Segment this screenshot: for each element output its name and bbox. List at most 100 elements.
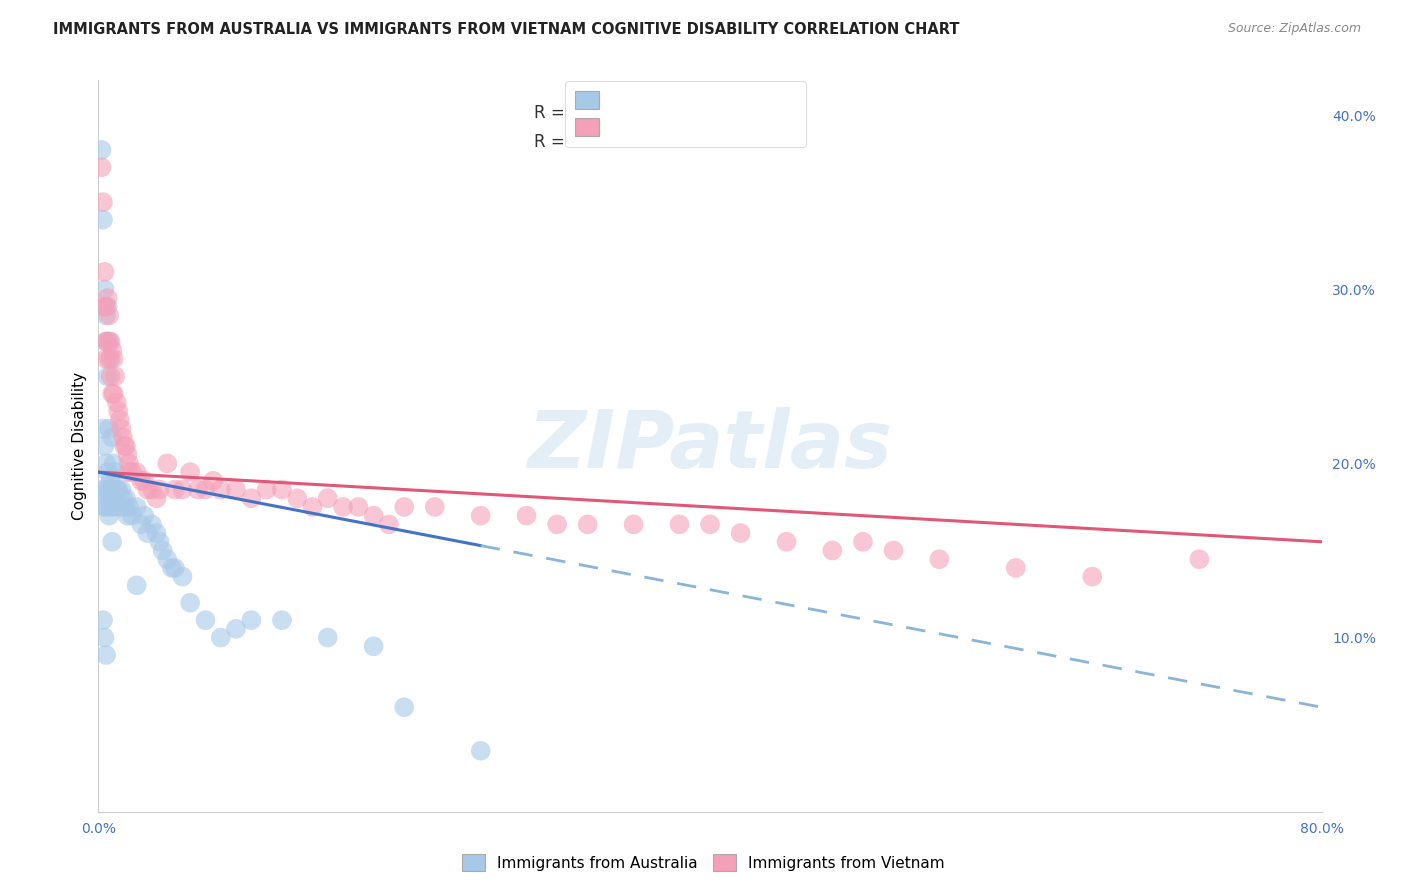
Point xyxy=(240,491,263,506)
Point xyxy=(117,508,139,523)
Point xyxy=(363,640,385,654)
Point xyxy=(240,613,263,627)
Point xyxy=(118,465,141,479)
Point xyxy=(928,552,950,566)
Point xyxy=(93,300,115,314)
Point xyxy=(129,517,152,532)
Point xyxy=(145,491,167,506)
Point xyxy=(110,421,132,435)
Point xyxy=(93,631,115,645)
Text: N =: N = xyxy=(666,104,718,122)
Point xyxy=(101,386,124,401)
Point xyxy=(270,613,292,627)
Point xyxy=(91,613,114,627)
Point xyxy=(93,282,115,296)
Point xyxy=(100,351,122,366)
Point xyxy=(270,483,292,497)
Point xyxy=(111,491,134,506)
Text: -0.123: -0.123 xyxy=(598,133,651,151)
Point xyxy=(97,465,120,479)
Point xyxy=(91,195,114,210)
Point xyxy=(378,517,401,532)
Text: Source: ZipAtlas.com: Source: ZipAtlas.com xyxy=(1227,22,1361,36)
Point xyxy=(179,596,201,610)
Point xyxy=(118,500,141,514)
Point xyxy=(194,613,217,627)
Point xyxy=(163,483,186,497)
Point xyxy=(225,622,247,636)
Point xyxy=(104,465,127,479)
Point xyxy=(98,351,121,366)
Text: 73: 73 xyxy=(744,133,765,151)
Point xyxy=(125,500,148,514)
Point xyxy=(316,491,339,506)
Point xyxy=(97,291,120,305)
Point xyxy=(112,439,135,453)
Point xyxy=(94,334,117,349)
Point xyxy=(90,143,112,157)
Text: N =: N = xyxy=(666,133,718,151)
Point xyxy=(209,631,232,645)
Point xyxy=(112,500,135,514)
Point xyxy=(623,517,645,532)
Point xyxy=(93,265,115,279)
Point xyxy=(149,534,172,549)
Point xyxy=(163,561,186,575)
Point xyxy=(100,334,122,349)
Point xyxy=(1004,561,1026,575)
Point xyxy=(149,483,172,497)
Point xyxy=(172,483,194,497)
Point xyxy=(202,474,225,488)
Text: ZIPatlas: ZIPatlas xyxy=(527,407,893,485)
Point xyxy=(775,534,797,549)
Point xyxy=(136,483,159,497)
Point xyxy=(125,465,148,479)
Point xyxy=(194,483,217,497)
Point xyxy=(347,500,370,514)
Point xyxy=(94,300,117,314)
Point xyxy=(97,334,120,349)
Point xyxy=(94,483,117,497)
Point xyxy=(136,526,159,541)
Point xyxy=(103,500,125,514)
Point xyxy=(98,334,121,349)
Point xyxy=(576,517,599,532)
Point xyxy=(94,457,117,471)
Point xyxy=(111,430,134,444)
Point xyxy=(546,517,568,532)
Point xyxy=(101,430,124,444)
Point xyxy=(152,543,174,558)
Point xyxy=(301,500,323,514)
Point xyxy=(187,483,209,497)
Point xyxy=(90,161,112,175)
Point xyxy=(101,534,124,549)
Point xyxy=(103,386,125,401)
Point xyxy=(156,552,179,566)
Point xyxy=(93,500,115,514)
Point xyxy=(363,508,385,523)
Point xyxy=(129,474,152,488)
Point xyxy=(98,309,121,323)
Point xyxy=(172,569,194,583)
Point xyxy=(98,483,121,497)
Point xyxy=(1188,552,1211,566)
Point xyxy=(91,483,114,497)
Point xyxy=(141,517,163,532)
Point xyxy=(470,508,492,523)
Point xyxy=(118,457,141,471)
Point xyxy=(145,526,167,541)
Point xyxy=(156,457,179,471)
Point xyxy=(94,648,117,662)
Point xyxy=(94,309,117,323)
Point xyxy=(115,439,138,453)
Point xyxy=(470,744,492,758)
Text: 65: 65 xyxy=(744,104,765,122)
Point xyxy=(699,517,721,532)
Point xyxy=(285,491,308,506)
Text: -0.059: -0.059 xyxy=(598,104,651,122)
Point xyxy=(98,421,121,435)
Point xyxy=(730,526,752,541)
Point xyxy=(105,395,128,409)
Point xyxy=(179,465,201,479)
Point xyxy=(94,500,117,514)
